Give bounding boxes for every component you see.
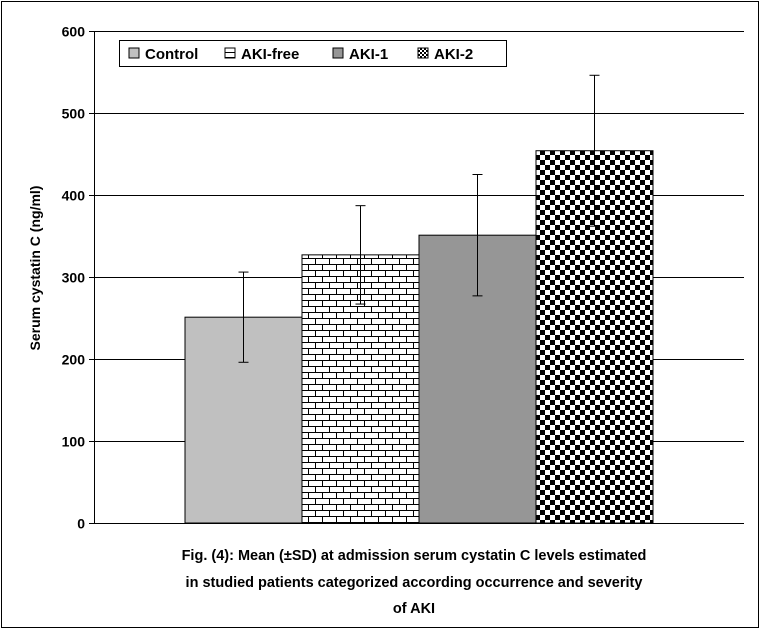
legend-label: Control bbox=[145, 46, 198, 63]
y-tick-label: 0 bbox=[77, 516, 85, 532]
error-bars bbox=[238, 74, 600, 363]
legend-swatch bbox=[332, 47, 344, 59]
caption-line: in studied patients categorized accordin… bbox=[186, 575, 643, 591]
legend-label: AKI-2 bbox=[434, 46, 473, 63]
y-tick-label: 200 bbox=[62, 352, 86, 368]
axes: 0 100 200 300 400 500 600 bbox=[62, 24, 744, 532]
y-tick-label: 100 bbox=[62, 434, 86, 450]
y-tick-label: 400 bbox=[62, 188, 86, 204]
figure-caption: Fig. (4): Mean (±SD) at admission serum … bbox=[182, 548, 647, 617]
legend-label: AKI-1 bbox=[349, 46, 388, 63]
legend-swatch bbox=[417, 47, 429, 59]
legend-label: AKI-free bbox=[241, 46, 299, 63]
legend-swatch bbox=[224, 47, 236, 59]
y-tick-label: 300 bbox=[62, 270, 86, 286]
legend-swatch bbox=[128, 47, 140, 59]
caption-line: Fig. (4): Mean (±SD) at admission serum … bbox=[182, 548, 647, 564]
y-tick-label: 600 bbox=[62, 24, 86, 40]
caption-line: of AKI bbox=[393, 601, 435, 617]
y-axis-label: Serum cystatin C (ng/ml) bbox=[27, 186, 43, 351]
legend: Control AKI-free AKI-1 AKI-2 bbox=[119, 40, 507, 67]
legend-box bbox=[119, 40, 507, 67]
bars bbox=[184, 150, 654, 524]
y-tick-label: 500 bbox=[62, 106, 86, 122]
